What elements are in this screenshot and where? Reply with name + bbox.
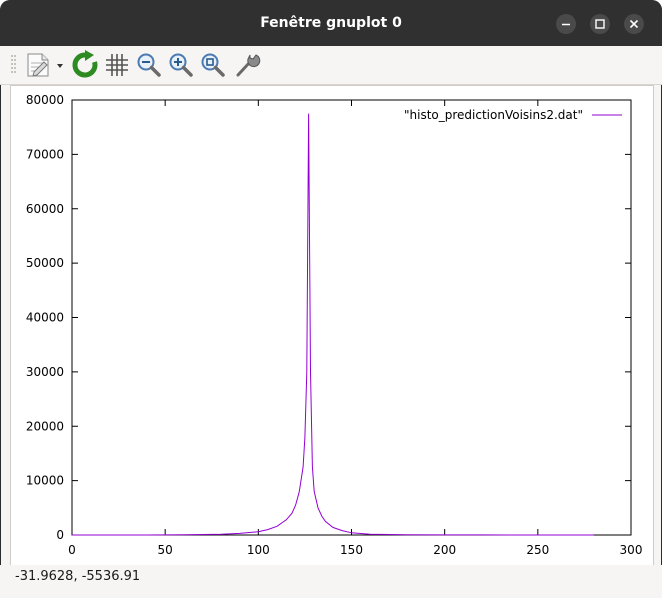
settings-button[interactable] — [232, 50, 262, 80]
maximize-icon — [595, 19, 605, 29]
y-tick-label: 80000 — [26, 93, 64, 107]
replot-button[interactable] — [70, 50, 100, 80]
zoom-autoscale-button[interactable] — [198, 50, 228, 80]
title-bar[interactable]: Fenêtre gnuplot 0 — [0, 0, 662, 46]
minimize-button[interactable] — [556, 14, 576, 34]
y-tick-label: 70000 — [26, 147, 64, 161]
x-tick-label: 200 — [433, 543, 456, 557]
y-tick-label: 40000 — [26, 311, 64, 325]
x-tick-label: 300 — [620, 543, 643, 557]
zoom-previous-button[interactable] — [134, 50, 164, 80]
y-tick-label: 60000 — [26, 202, 64, 216]
y-tick-label: 10000 — [26, 474, 64, 488]
series-line — [72, 113, 594, 536]
status-bar: -31.9628, -5536.91 — [0, 565, 662, 598]
x-tick-label: 250 — [526, 543, 549, 557]
toolbar — [0, 46, 662, 85]
toolbar-grip[interactable] — [10, 50, 18, 80]
export-menu-button[interactable] — [22, 50, 68, 80]
y-tick-label: 0 — [56, 528, 64, 542]
close-button[interactable] — [624, 14, 644, 34]
x-tick-label: 0 — [68, 543, 76, 557]
grip-icon — [11, 55, 16, 73]
cursor-coordinates: -31.9628, -5536.91 — [15, 569, 141, 584]
minimize-icon — [562, 23, 570, 26]
x-tick-label: 100 — [247, 543, 270, 557]
maximize-button[interactable] — [590, 14, 610, 34]
settings-icon — [236, 54, 261, 77]
replot-icon — [72, 50, 98, 78]
zoom-next-icon — [169, 53, 193, 77]
close-icon — [629, 19, 639, 29]
y-tick-label: 20000 — [26, 419, 64, 433]
plot-frame — [71, 99, 632, 536]
x-tick-label: 150 — [340, 543, 363, 557]
x-tick-label: 50 — [158, 543, 173, 557]
zoom-previous-icon — [137, 53, 161, 77]
y-tick-label: 50000 — [26, 256, 64, 270]
legend-label: "histo_predictionVoisins2.dat" — [404, 108, 583, 122]
export-menu-icon — [27, 53, 63, 77]
window-title: Fenêtre gnuplot 0 — [260, 15, 402, 31]
grid-button[interactable] — [102, 50, 132, 80]
zoom-next-button[interactable] — [166, 50, 196, 80]
plot-canvas[interactable]: 0 50 100 150 200 250 300 0 10000 20000 30000 40000 5… — [10, 85, 654, 566]
grid-icon — [106, 54, 128, 76]
zoom-autoscale-icon — [201, 53, 225, 77]
chart-svg: 0 50 100 150 200 250 300 0 10000 20000 30000 40000 5… — [26, 93, 643, 557]
y-tick-label: 30000 — [26, 365, 64, 379]
